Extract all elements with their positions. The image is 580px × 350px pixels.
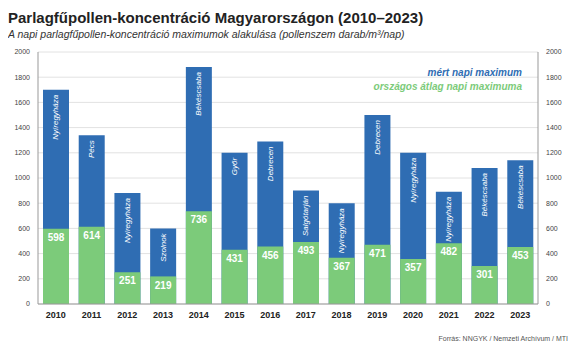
svg-text:Debrecen: Debrecen [373,119,382,154]
svg-text:Nyíregyháza: Nyíregyháza [409,157,418,202]
svg-text:600: 600 [18,225,30,232]
svg-text:736: 736 [191,214,208,225]
html-text:mért napi maximum: mért napi maximum [427,67,522,78]
svg-text:2020: 2020 [403,310,423,320]
svg-text:2011: 2011 [82,310,102,320]
svg-text:800: 800 [18,200,30,207]
svg-text:219: 219 [155,280,172,291]
svg-text:200: 200 [18,275,30,282]
svg-text:Nyíregyháza: Nyíregyháza [337,208,346,253]
svg-text:Nyíregyháza: Nyíregyháza [52,94,61,139]
svg-text:2021: 2021 [439,310,459,320]
svg-text:2010: 2010 [46,310,66,320]
svg-text:400: 400 [546,250,558,257]
svg-text:1600: 1600 [14,99,30,106]
svg-text:2017: 2017 [296,310,316,320]
svg-text:0: 0 [26,300,30,307]
svg-text:1600: 1600 [546,99,562,106]
svg-text:200: 200 [546,275,558,282]
svg-text:2023: 2023 [510,310,530,320]
svg-text:1200: 1200 [14,149,30,156]
svg-text:Salgótarján: Salgótarján [302,195,311,236]
svg-text:1000: 1000 [14,174,30,181]
svg-text:453: 453 [512,250,529,261]
svg-text:400: 400 [18,250,30,257]
svg-text:1200: 1200 [546,149,562,156]
svg-text:Békéscsaba: Békéscsaba [516,165,525,209]
svg-text:Békéscsaba: Békéscsaba [194,72,203,116]
html-text:A napi parlagfűpollen-koncentr: A napi parlagfűpollen-koncentráció maxim… [8,28,405,40]
svg-text:Győr: Győr [230,157,239,175]
svg-text:2012: 2012 [117,310,137,320]
html-text:Parlagfűpollen-koncentráció Ma: Parlagfűpollen-koncentráció Magyarország… [8,9,424,26]
svg-text:2019: 2019 [367,310,387,320]
svg-text:Debrecen: Debrecen [266,146,275,181]
svg-text:357: 357 [405,262,422,273]
svg-text:Szolnok: Szolnok [159,232,168,261]
svg-text:2000: 2000 [14,48,30,55]
svg-text:600: 600 [546,225,558,232]
html-text:országos átlag napi maximuma: országos átlag napi maximuma [373,81,522,92]
svg-text:1400: 1400 [546,124,562,131]
svg-text:1800: 1800 [546,74,562,81]
svg-text:Pécs: Pécs [87,140,96,158]
html-text:Forrás: NNGYK / Nemzeti Archív: Forrás: NNGYK / Nemzeti Archívum / MTI [438,335,568,342]
svg-text:598: 598 [48,232,65,243]
svg-text:482: 482 [441,246,458,257]
svg-text:301: 301 [476,269,493,280]
svg-text:2014: 2014 [189,310,209,320]
svg-text:431: 431 [226,253,243,264]
svg-text:251: 251 [119,275,136,286]
svg-text:1000: 1000 [546,174,562,181]
svg-text:2016: 2016 [260,310,280,320]
svg-text:2022: 2022 [474,310,494,320]
svg-text:800: 800 [546,200,558,207]
svg-text:367: 367 [333,261,350,272]
svg-text:471: 471 [369,248,386,259]
svg-text:1800: 1800 [14,74,30,81]
svg-text:2018: 2018 [332,310,352,320]
svg-text:2015: 2015 [224,310,244,320]
svg-text:2000: 2000 [546,48,562,55]
svg-text:1400: 1400 [14,124,30,131]
svg-text:2013: 2013 [153,310,173,320]
svg-text:Nyíregyháza: Nyíregyháza [444,196,453,241]
svg-text:0: 0 [546,300,550,307]
svg-text:Békéscsaba: Békéscsaba [480,172,489,216]
svg-text:614: 614 [83,230,100,241]
svg-text:Nyíregyháza: Nyíregyháza [123,198,132,243]
svg-text:456: 456 [262,250,279,261]
svg-text:493: 493 [298,245,315,256]
